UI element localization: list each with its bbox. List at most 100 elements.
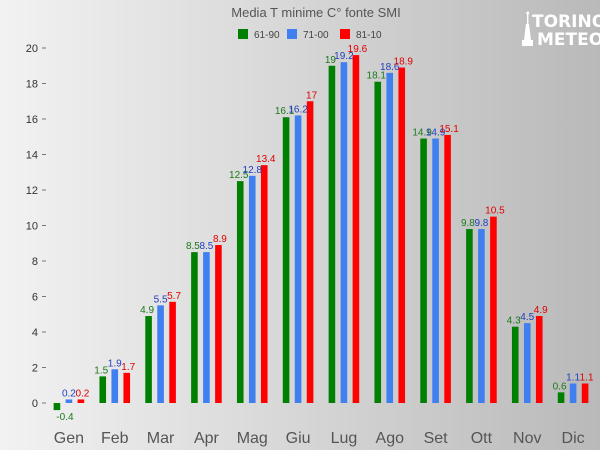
data-label: 1.7 bbox=[121, 362, 135, 373]
bar bbox=[478, 229, 485, 403]
bar bbox=[260, 165, 268, 403]
x-tick-label: Lug bbox=[331, 430, 358, 447]
y-tick-label: 0 bbox=[32, 398, 38, 410]
data-label: 19.6 bbox=[348, 44, 368, 55]
data-label: -0.4 bbox=[56, 412, 74, 423]
bar bbox=[557, 392, 565, 403]
y-tick-label: 20 bbox=[26, 43, 38, 55]
data-label: 0.6 bbox=[553, 381, 567, 392]
bar bbox=[145, 316, 152, 403]
data-labels: -0.4 1.5 4.9 8.5 12.5 16.1 19 18.1 14.9 9.8 4.3 0.6… bbox=[56, 44, 594, 423]
data-label: 12.8 bbox=[243, 165, 263, 176]
data-label: 4.5 bbox=[520, 312, 534, 323]
data-label: 14.9 bbox=[412, 128, 432, 139]
x-tick-label: Mar bbox=[147, 430, 175, 447]
chart-title: Media T minime C° fonte SMI bbox=[231, 5, 400, 20]
bar bbox=[466, 229, 473, 403]
data-label: 10.5 bbox=[485, 206, 505, 217]
y-tick-label: 8 bbox=[32, 256, 38, 268]
data-label: 0.2 bbox=[75, 388, 89, 399]
x-tick-label: Dic bbox=[562, 430, 585, 447]
bar bbox=[236, 181, 244, 403]
data-label: 18.9 bbox=[394, 57, 414, 68]
data-label: 1.5 bbox=[94, 365, 108, 376]
data-label: 14.9 bbox=[426, 128, 446, 139]
bar bbox=[77, 399, 85, 403]
x-tick-label: Set bbox=[424, 430, 449, 447]
bar bbox=[306, 101, 314, 403]
y-tick-label: 12 bbox=[26, 185, 38, 197]
torino-meteo-logo: TORINO METEO bbox=[522, 11, 600, 50]
data-label: 9.8 bbox=[461, 218, 475, 229]
legend-swatch bbox=[340, 29, 350, 39]
data-label: 1.9 bbox=[108, 358, 122, 369]
x-tick-label: Feb bbox=[101, 430, 129, 447]
y-axis: 0 2 4 6 8 10 12 14 16 18 20 bbox=[26, 43, 46, 410]
x-tick-label: Giu bbox=[286, 430, 311, 447]
bar bbox=[511, 326, 519, 403]
y-tick-label: 18 bbox=[26, 79, 38, 91]
data-label: 4.3 bbox=[507, 316, 521, 327]
bar bbox=[432, 138, 439, 403]
bar bbox=[99, 376, 107, 403]
y-tick-label: 14 bbox=[26, 150, 38, 162]
bar bbox=[569, 383, 577, 403]
bar bbox=[282, 117, 290, 403]
data-label: 8.5 bbox=[199, 241, 213, 252]
bar bbox=[535, 316, 543, 403]
data-label: 16.2 bbox=[288, 104, 308, 115]
data-label: 13.4 bbox=[256, 154, 276, 165]
data-label: 1.1 bbox=[580, 372, 594, 383]
data-label: 12.5 bbox=[229, 170, 249, 181]
bar bbox=[157, 305, 164, 403]
y-tick-label: 4 bbox=[32, 327, 38, 339]
legend-swatch bbox=[238, 29, 248, 39]
bar bbox=[352, 55, 360, 403]
data-label: 4.9 bbox=[140, 305, 154, 316]
data-label: 19.2 bbox=[334, 51, 354, 62]
bar bbox=[398, 67, 406, 404]
y-tick-label: 6 bbox=[32, 292, 38, 304]
bar bbox=[111, 369, 119, 403]
bar bbox=[248, 175, 256, 403]
mole-antonelliana-icon bbox=[522, 11, 533, 46]
bar bbox=[523, 323, 531, 403]
bar bbox=[215, 245, 222, 403]
data-label: 9.8 bbox=[474, 218, 488, 229]
y-tick-label: 10 bbox=[26, 221, 38, 233]
y-tick-label: 16 bbox=[26, 114, 38, 126]
logo-line-2: METEO bbox=[537, 30, 600, 50]
legend-label: 81-10 bbox=[356, 30, 382, 41]
bar bbox=[328, 65, 336, 403]
legend-swatch bbox=[287, 29, 297, 39]
bar bbox=[169, 301, 176, 403]
data-label: 5.7 bbox=[167, 291, 181, 302]
data-label: 4.9 bbox=[534, 305, 548, 316]
data-label: 18.6 bbox=[380, 62, 400, 73]
bar bbox=[123, 372, 131, 403]
bar bbox=[191, 252, 198, 403]
legend: 61-90 71-00 81-10 bbox=[238, 29, 382, 41]
logo-line-1: TORINO bbox=[532, 12, 600, 32]
data-label: 15.1 bbox=[439, 124, 459, 135]
bar bbox=[294, 115, 302, 403]
legend-label: 61-90 bbox=[254, 30, 280, 41]
x-axis: Gen Feb Mar Apr Mag Giu Lug Ago Set Ott Nov Dic bbox=[54, 430, 585, 447]
x-tick-label: Mag bbox=[237, 430, 268, 447]
x-tick-label: Apr bbox=[194, 430, 220, 447]
bar bbox=[53, 403, 61, 411]
data-label: 0.2 bbox=[62, 388, 76, 399]
bar bbox=[340, 62, 348, 403]
bars bbox=[53, 55, 589, 411]
data-label: 8.5 bbox=[186, 241, 200, 252]
data-label: 19 bbox=[325, 55, 337, 66]
data-label: 1.1 bbox=[566, 372, 580, 383]
data-label: 16.1 bbox=[275, 106, 295, 117]
x-tick-label: Nov bbox=[513, 430, 541, 447]
bar bbox=[374, 81, 382, 403]
data-label: 8.9 bbox=[213, 234, 227, 245]
bar bbox=[386, 72, 394, 403]
x-tick-label: Ago bbox=[376, 430, 405, 447]
